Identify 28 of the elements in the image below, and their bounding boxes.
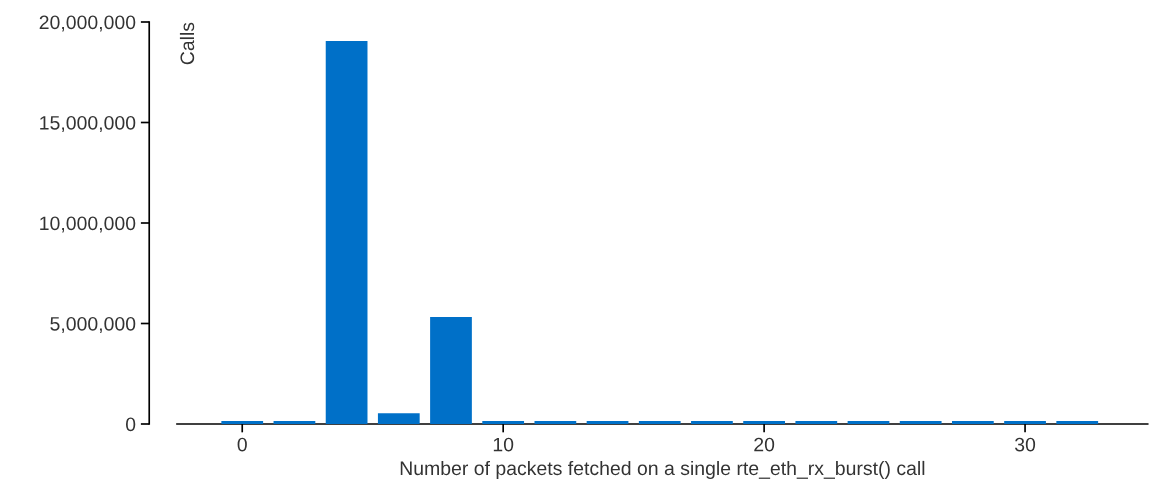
y-tick-label: 10,000,000	[40, 216, 136, 233]
x-tick-label: 10	[493, 437, 514, 452]
bar	[1056, 420, 1099, 424]
bar	[1004, 420, 1046, 424]
y-tick-label: 0	[125, 417, 136, 432]
y-tick-label: 15,000,000	[40, 115, 136, 133]
x-tick-label: 30	[1014, 437, 1036, 452]
bar	[534, 420, 577, 424]
bar	[221, 420, 264, 424]
y-axis-title: Calls	[179, 22, 195, 65]
y-tick-label: 5,000,000	[50, 316, 136, 334]
bar	[951, 420, 994, 424]
bar	[482, 420, 525, 424]
bar	[430, 317, 472, 424]
bar	[638, 420, 681, 424]
bar	[273, 420, 316, 424]
bar	[325, 41, 368, 424]
bar	[691, 420, 733, 424]
x-axis-title: Number of packets fetched on a single rte_eth_rx_burst() call	[400, 460, 925, 479]
bar	[795, 420, 838, 424]
bar	[743, 420, 785, 424]
bar	[847, 420, 890, 424]
x-tick-label: 0	[237, 437, 247, 452]
y-tick-label: 20,000,000	[39, 15, 136, 32]
bar	[586, 420, 629, 424]
bar	[377, 413, 420, 424]
x-tick-label: 20	[754, 437, 775, 452]
bar	[899, 420, 942, 424]
